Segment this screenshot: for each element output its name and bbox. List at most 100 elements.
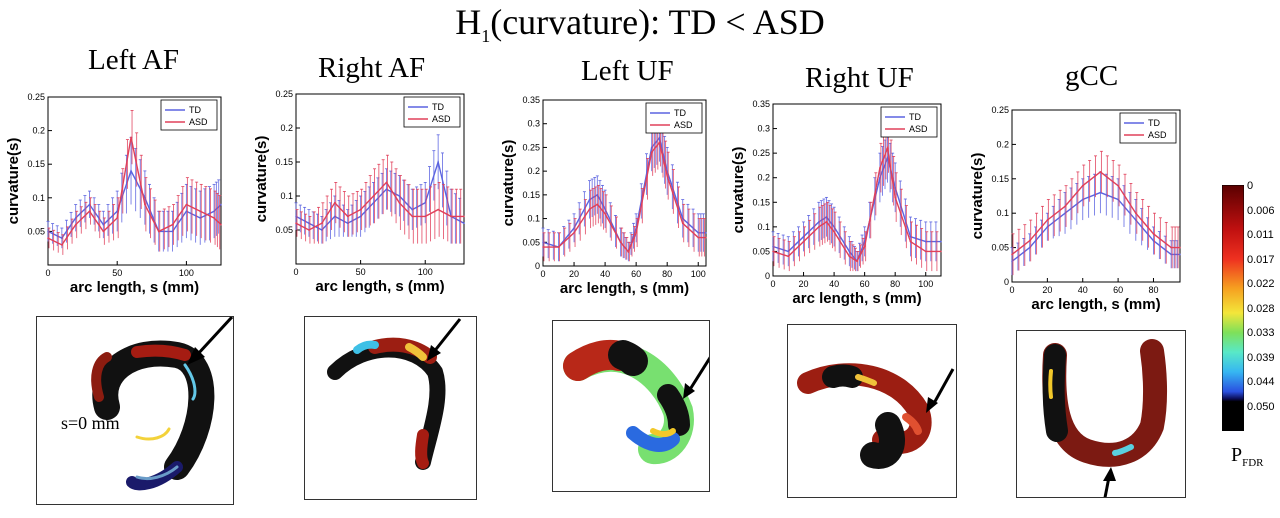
data-point: [1179, 246, 1181, 249]
x-tick-label: 0: [1009, 285, 1014, 295]
colorbar-tick-label: 0.028: [1247, 302, 1275, 315]
y-tick-label: 0.25: [275, 89, 293, 99]
tract-right-uf-svg: [797, 363, 955, 469]
data-point: [697, 236, 700, 239]
data-point: [199, 210, 202, 213]
data-point: [130, 170, 132, 172]
chart-gcc: 0 0.05 0.1 0.15 0.2 0.25 0 20 40 60 80 TD ASD arc len…: [969, 105, 1181, 313]
x-tick-label: 0: [540, 269, 545, 279]
data-point: [863, 245, 866, 248]
data-point: [542, 246, 544, 248]
legend-label: ASD: [189, 117, 208, 127]
data-point: [437, 161, 439, 163]
series-asd: [772, 123, 942, 272]
data-point: [333, 202, 336, 204]
data-point: [450, 215, 452, 218]
x-tick-label: 100: [691, 269, 706, 279]
panel-title-gcc: gCC: [1065, 60, 1119, 92]
data-point: [213, 217, 215, 219]
data-point: [772, 250, 774, 253]
x-tick-label: 50: [356, 267, 366, 277]
y-tick-label: 0.1: [996, 208, 1009, 218]
data-point: [886, 147, 889, 150]
data-point: [1170, 246, 1172, 249]
chart-left-af: 0.05 0.1 0.15 0.2 0.25 0 50 100 TD ASD arc length,…: [5, 92, 222, 296]
arrow-icon: [195, 315, 234, 357]
data-point: [604, 208, 606, 210]
x-tick-label: 20: [799, 279, 809, 289]
data-point: [650, 151, 653, 153]
data-point: [220, 203, 222, 206]
legend-box: [403, 96, 461, 128]
data-point: [308, 229, 310, 231]
data-point: [825, 216, 828, 218]
x-tick-label: 60: [1113, 285, 1123, 295]
legend: TD ASD: [403, 96, 461, 128]
data-point: [437, 208, 439, 211]
x-tick-label: 60: [631, 269, 641, 279]
x-tick-label: 50: [112, 268, 122, 278]
data-point: [74, 223, 77, 226]
y-tick-label: 0.25: [991, 105, 1009, 115]
data-point: [802, 235, 805, 238]
data-point: [61, 237, 63, 239]
colorbar-tick-label: 0.044: [1247, 376, 1275, 388]
data-point: [372, 202, 375, 204]
data-point: [1064, 212, 1066, 214]
data-point: [321, 222, 323, 224]
data-point: [424, 202, 427, 204]
data-point: [596, 203, 599, 206]
data-point: [385, 188, 388, 190]
data-point: [1028, 239, 1031, 242]
data-point: [359, 215, 362, 218]
x-tick-label: 80: [890, 279, 900, 289]
data-point: [47, 237, 49, 239]
x-tick-label: 40: [600, 269, 610, 279]
panel-title-left-uf: Left UF: [581, 55, 674, 87]
legend-label: TD: [909, 112, 921, 122]
x-tick-label: 100: [418, 267, 433, 277]
colorbar-tick-label: 0.050: [1247, 400, 1275, 413]
y-tick-label: 0: [1004, 277, 1009, 287]
colorbar-tick-label: 0.033: [1247, 327, 1275, 339]
data-point: [398, 202, 401, 204]
data-point: [1117, 198, 1119, 201]
x-axis-label: arc length, s (mm): [315, 278, 444, 295]
x-tick-label: 80: [662, 269, 672, 279]
y-tick-label: 0.1: [32, 193, 45, 203]
figure-title: H1(curvature): TD < ASD: [0, 2, 1280, 56]
legend-label: ASD: [432, 114, 451, 124]
data-point: [833, 226, 835, 228]
data-point: [88, 203, 91, 206]
arrow-icon: [931, 368, 955, 406]
chart-right-af: 0.05 0.1 0.15 0.2 0.25 0 50 100 TD ASD arc length,…: [253, 89, 465, 295]
legend-box: [645, 102, 703, 134]
data-point: [818, 226, 820, 228]
y-tick-label: 0.15: [522, 190, 540, 200]
data-point: [1011, 260, 1013, 263]
chart-left-uf: 0 0.05 0.1 0.15 0.2 0.25 0.3 0.35 0 20 40 60 80 100 TD…: [500, 95, 707, 297]
data-point: [787, 255, 790, 258]
y-tick-label: 0.25: [752, 148, 770, 158]
tract-image-left-uf: [552, 320, 715, 492]
data-point: [650, 146, 653, 149]
data-point: [1081, 184, 1084, 187]
data-point: [924, 250, 927, 253]
y-tick-label: 0: [765, 271, 770, 281]
y-tick-label: 0.05: [991, 243, 1009, 253]
data-point: [372, 195, 375, 197]
data-point: [681, 217, 684, 220]
legend: TD ASD: [880, 106, 938, 138]
legend-label: TD: [1148, 118, 1160, 128]
data-point: [61, 244, 63, 246]
x-tick-label: 0: [45, 268, 50, 278]
y-tick-label: 0.05: [275, 225, 293, 235]
colorbar-tick-label: 0.011: [1247, 229, 1274, 241]
colorbar-tick-label: 0.022: [1247, 278, 1275, 290]
data-point: [1170, 253, 1172, 256]
legend-label: TD: [189, 105, 201, 115]
data-point: [144, 203, 146, 206]
data-point: [588, 208, 591, 210]
y-tick-label: 0.25: [27, 92, 45, 102]
tract-image-right-uf: [787, 324, 957, 498]
